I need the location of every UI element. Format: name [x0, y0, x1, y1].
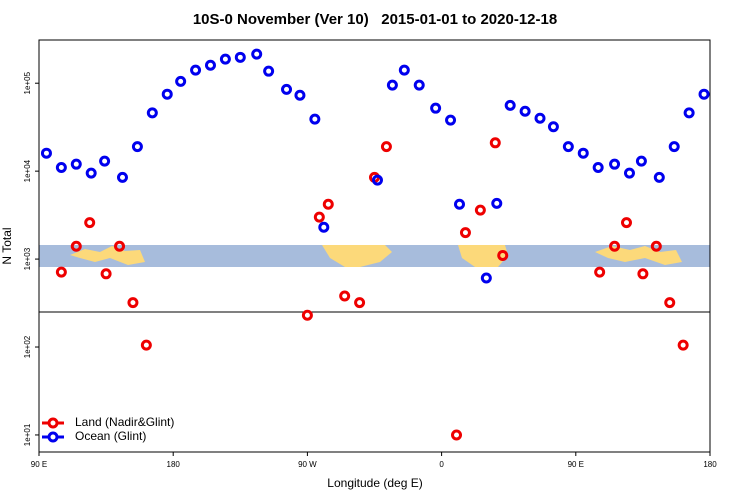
point	[309, 113, 321, 125]
point	[84, 217, 96, 229]
x-tick-label: 180	[167, 460, 181, 469]
point	[609, 158, 621, 170]
point	[294, 89, 306, 101]
point	[562, 141, 574, 153]
point	[85, 167, 97, 179]
point	[386, 79, 398, 91]
point	[451, 429, 463, 441]
point	[318, 221, 330, 233]
map-strip	[39, 245, 710, 267]
point	[219, 53, 231, 65]
point	[313, 211, 325, 223]
point	[114, 240, 126, 252]
y-tick-label: 1e+03	[23, 247, 32, 270]
point	[497, 249, 509, 261]
point	[131, 141, 143, 153]
point	[480, 272, 492, 284]
legend-label: Ocean (Glint)	[75, 429, 146, 443]
point	[620, 217, 632, 229]
y-tick-label: 1e+02	[23, 335, 32, 358]
point	[301, 309, 313, 321]
legend: Land (Nadir&Glint)Ocean (Glint)	[42, 415, 174, 443]
point	[609, 240, 621, 252]
point	[55, 266, 67, 278]
point	[140, 339, 152, 351]
plot-frame	[38, 39, 711, 453]
point	[55, 162, 67, 174]
point	[664, 297, 676, 309]
point	[40, 147, 52, 159]
point	[650, 240, 662, 252]
point	[683, 107, 695, 119]
point	[204, 59, 216, 71]
legend-marker	[47, 431, 59, 443]
point	[504, 99, 516, 111]
point	[592, 162, 604, 174]
x-tick-label: 90 E	[31, 460, 47, 469]
point	[623, 167, 635, 179]
point	[117, 171, 129, 183]
x-axis-label: Longitude (deg E)	[327, 476, 422, 490]
y-axis-label: N Total	[0, 227, 14, 264]
point	[175, 75, 187, 87]
y-tick-label: 1e+04	[23, 159, 32, 182]
x-tick-label: 180	[703, 460, 717, 469]
point	[190, 64, 202, 76]
point	[677, 339, 689, 351]
point	[489, 137, 501, 149]
x-tick-label: 90 E	[568, 460, 584, 469]
legend-marker	[47, 417, 59, 429]
y-tick-label: 1e+01	[23, 423, 32, 446]
point	[698, 88, 710, 100]
point	[547, 121, 559, 133]
point	[668, 141, 680, 153]
point	[70, 158, 82, 170]
legend-label: Land (Nadir&Glint)	[75, 415, 174, 429]
point	[380, 141, 392, 153]
chart-title: 10S-0 November (Ver 10) 2015-01-01 to 20…	[193, 11, 557, 28]
point	[459, 227, 471, 239]
point	[161, 88, 173, 100]
point	[445, 114, 457, 126]
point	[354, 297, 366, 309]
point	[577, 147, 589, 159]
point	[281, 83, 293, 95]
point	[491, 197, 503, 209]
point	[398, 64, 410, 76]
point	[70, 240, 82, 252]
point	[453, 198, 465, 210]
point	[322, 198, 334, 210]
point	[474, 204, 486, 216]
point	[594, 266, 606, 278]
x-tick-label: 90 W	[298, 460, 317, 469]
point	[251, 48, 263, 60]
point	[100, 268, 112, 280]
point	[127, 297, 139, 309]
point	[263, 65, 275, 77]
point	[234, 51, 246, 63]
land-shape	[458, 245, 508, 267]
point	[413, 79, 425, 91]
x-tick-label: 0	[439, 460, 444, 469]
point	[635, 155, 647, 167]
point	[371, 174, 383, 186]
land-shape	[70, 246, 145, 265]
point	[430, 102, 442, 114]
point	[339, 290, 351, 302]
point	[146, 107, 158, 119]
point	[637, 268, 649, 280]
point	[534, 112, 546, 124]
point	[99, 155, 111, 167]
land-shape	[322, 245, 392, 267]
point	[653, 171, 665, 183]
point	[519, 105, 531, 117]
y-tick-label: 1e+05	[23, 71, 32, 94]
